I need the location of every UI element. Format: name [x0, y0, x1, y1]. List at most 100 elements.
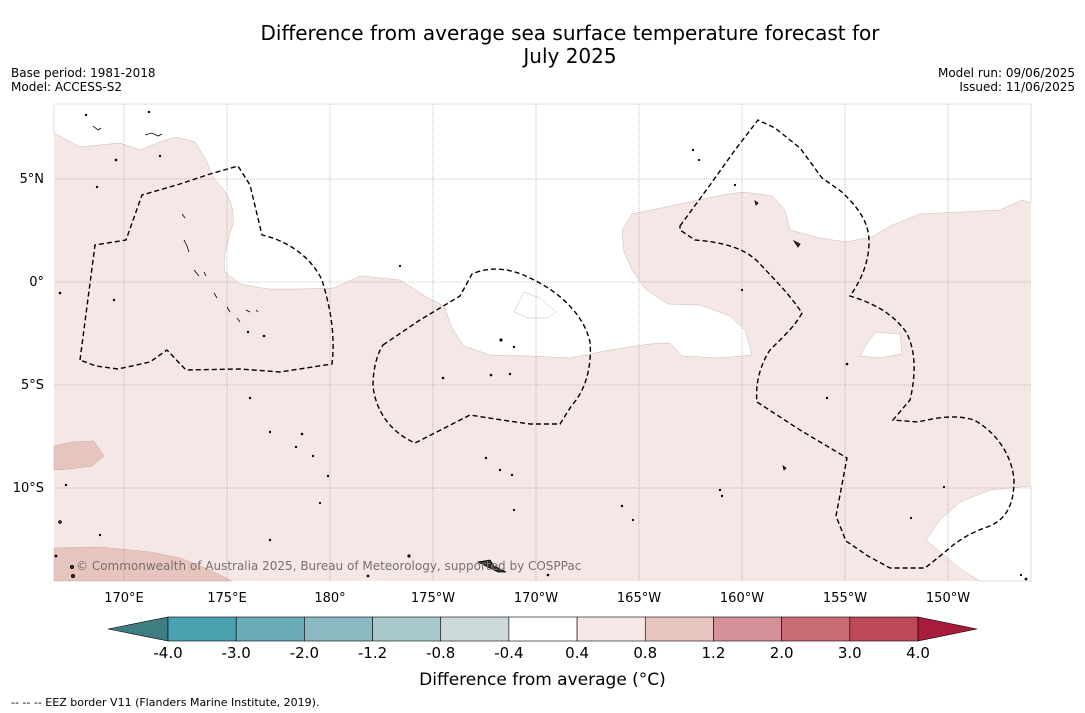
map-title-line1: Difference from average sea surface temp… [260, 21, 880, 45]
island-dot-13 [311, 454, 315, 458]
colorbar-tick-label: -1.2 [358, 644, 387, 662]
eez-border-kiribati-gilbert [79, 165, 334, 373]
island-kiritimati [754, 200, 759, 206]
lat-label: 5°N [20, 172, 45, 187]
island-dot-4 [95, 185, 99, 189]
model-run-text: Model run: 09/06/2025 [937, 66, 1075, 80]
island-dot-27 [499, 338, 503, 342]
lon-label: 165°W [617, 591, 661, 606]
eez-border-tuvalu-tokelau [372, 268, 592, 444]
anomaly-region-warm [53, 440, 233, 582]
issued-text: Issued: 11/06/2025 [959, 80, 1075, 94]
neutral-region-pocket [513, 291, 557, 319]
warm-patch-west [53, 440, 105, 471]
island-dot-7 [112, 298, 116, 302]
colorbar-cell [849, 616, 919, 642]
base-period-text: Base period: 1981-2018 [11, 66, 156, 80]
island-dot-32 [484, 456, 488, 460]
eez-border-legend: -- -- -- EEZ border V11 (Flanders Marine… [11, 696, 320, 709]
island-dot-23 [54, 554, 58, 558]
island-dot-24 [407, 554, 411, 558]
lon-label: 160°W [720, 591, 764, 606]
colorbar-tick-label: -0.8 [426, 644, 455, 662]
island-dot-21 [70, 565, 75, 570]
graticule [54, 104, 1031, 581]
lat-label: 10°S [13, 481, 44, 496]
copyright-text: © Commonwealth of Australia 2025, Bureau… [76, 559, 582, 573]
colorbar-cell [167, 616, 237, 642]
eez-border-kiribati-line [679, 119, 1015, 569]
island-dot-17 [268, 538, 272, 542]
colorbar-tick-label: 2.0 [770, 644, 794, 662]
colorbar-cell [713, 616, 782, 642]
colorbar-tick-label: -2.0 [290, 644, 319, 662]
island-dot-2 [147, 110, 151, 114]
island-dot-30 [489, 373, 493, 377]
island-dot-18 [64, 483, 68, 487]
neutral-region-southeast [925, 485, 1032, 582]
colorbar-tick-label: -3.0 [222, 644, 251, 662]
colorbar-tick-label: 0.4 [565, 644, 589, 662]
island-dot-41 [733, 183, 737, 187]
colorbar-cell [508, 616, 578, 642]
colorbar-cells [107, 616, 978, 642]
island-dot-12 [300, 432, 304, 436]
island-samoa [476, 559, 507, 573]
latitude-labels: 5°N 0° 5°S 10°S [13, 172, 44, 496]
island-dot-28 [512, 345, 516, 349]
island-dot-43 [845, 362, 849, 366]
island-atoll-north [92, 125, 102, 131]
lon-label: 170°W [514, 591, 558, 606]
island-dot-25 [366, 574, 370, 578]
colorbar-tick-label: -4.0 [153, 644, 182, 662]
colorbar-ticks: -4.0 -3.0 -2.0 -1.2 -0.8 -0.4 0.4 0.8 1.2 2.0 3.0 4… [153, 644, 930, 662]
islands [54, 110, 1028, 581]
island-group-gilbert [181, 213, 207, 277]
model-text: Model: ACCESS-S2 [11, 80, 123, 94]
island-dot-40 [697, 158, 701, 162]
island-dot-26 [546, 573, 550, 577]
island-group-marshall [144, 132, 163, 137]
island-dot-44 [825, 396, 829, 400]
lon-label: 170°E [104, 591, 144, 606]
island-dot-20 [98, 533, 102, 537]
lon-label: 180° [314, 591, 345, 606]
island-dot-38 [398, 264, 402, 268]
colorbar-cell [440, 616, 510, 642]
map-title: Difference from average sea surface temp… [0, 22, 1085, 68]
island-tabuaeran [792, 239, 801, 248]
lat-label: 5°S [21, 378, 44, 393]
island-dot-3 [114, 158, 118, 162]
neutral-regions [53, 103, 1032, 582]
map-title-line2: July 2025 [523, 44, 617, 68]
colorbar-tick-label: 4.0 [906, 644, 930, 662]
island-dot-15 [326, 474, 330, 478]
lat-label: 0° [29, 275, 44, 290]
island-dot-31 [508, 372, 512, 376]
colorbar-tick-label: 3.0 [838, 644, 862, 662]
colorbar-cell [372, 616, 442, 642]
island-dot-22 [71, 574, 76, 579]
island-dot-11 [268, 430, 272, 434]
colorbar-cell [576, 616, 646, 642]
colorbar-tick-label: 1.2 [702, 644, 726, 662]
island-dot-14 [294, 445, 298, 449]
island-dot-16 [318, 501, 322, 505]
island-dot-5 [158, 154, 162, 158]
lon-label: 175°E [207, 591, 247, 606]
island-dot-9 [246, 330, 250, 334]
island-dot-36 [620, 504, 624, 508]
eez-borders [79, 119, 1015, 569]
neutral-region-north [53, 103, 1032, 359]
island-dot-49 [1024, 577, 1028, 581]
island-group-phoenix [213, 292, 259, 323]
island-malden [782, 465, 787, 471]
meta-right: Model run: 09/06/2025 Issued: 11/06/2025 [938, 66, 1075, 94]
colorbar-cell [644, 616, 714, 642]
colorbar-extend-high [917, 616, 978, 642]
island-dot-47 [909, 516, 913, 520]
island-dot-37 [631, 518, 635, 522]
colorbar-cell [781, 616, 851, 642]
colorbar: -4.0 -3.0 -2.0 -1.2 -0.8 -0.4 0.4 0.8 1.2 2.0 3.0 4… [107, 616, 978, 662]
